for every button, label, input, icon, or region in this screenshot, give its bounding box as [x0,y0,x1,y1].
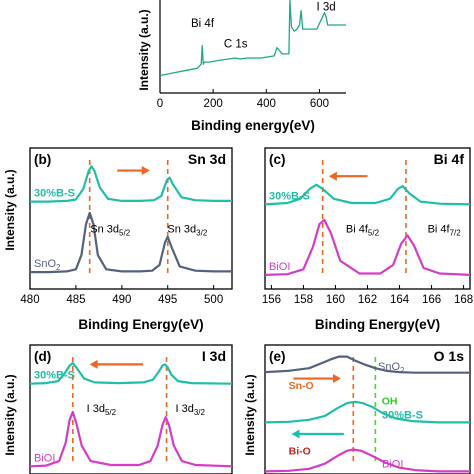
panel-title-c: Bi 4f [434,151,465,167]
x-tick-label-c-5: 166 [422,294,441,306]
x-tick-label-survey-3: 600 [310,98,329,110]
y-axis-label-d: Intensity (a.u.) [3,374,17,455]
x-tick-label-c-4: 164 [390,294,410,306]
series-label-b-1: SnO2 [34,258,61,272]
series-label-d-0: 30%B-S [34,370,75,382]
y-axis-label-survey: Intensity (a.u.) [137,9,151,90]
x-tick-label-c-6: 168 [454,294,473,306]
component-label-e-0: Sn-O [289,380,314,392]
x-tick-label-c-3: 162 [358,294,377,306]
x-axis-label-c: Binding Energy(eV) [315,317,440,332]
x-tick-label-c-2: 160 [326,294,345,306]
arrow-head-e-1 [291,429,300,439]
panel-label-c: (c) [269,152,286,167]
series-line-e-2 [264,448,470,473]
x-tick-label-b-4: 500 [204,294,223,306]
series-line-d-1 [29,411,233,468]
arrow-head-b-0 [141,166,150,176]
series-line-c-0 [264,183,471,206]
series-line-e-0 [264,355,470,374]
panel-title-e: O 1s [434,348,465,364]
series-label-b-0: 30%B-S [34,188,75,200]
peak-annotation-survey-1: C 1s [224,39,248,51]
series-label-c-1: BiOI [269,261,290,273]
component-label-e-1: OH [382,395,398,407]
series-line-survey-0 [159,0,346,77]
series-line-e-1 [264,400,470,424]
arrow-head-e-0 [332,374,341,384]
x-tick-label-b-3: 495 [158,294,177,306]
panel-d-frame [29,344,233,474]
panel-c-frame [264,147,471,290]
peak-annotation-survey-3: I 3d [316,2,335,14]
x-axis-label-b: Binding Energy(eV) [78,317,203,332]
x-tick-label-b-1: 485 [66,294,85,306]
x-tick-label-c-0: 156 [262,294,281,306]
x-tick-label-survey-2: 400 [257,98,276,110]
x-tick-label-survey-0: 0 [157,98,163,110]
y-axis-label-b: Intensity (a.u.) [3,169,17,250]
series-label-c-0: 30%B-S [269,190,310,202]
y-axis-label-e: Intensity (a.u.) [243,374,257,455]
peak-label-d-0: I 3d5/2 [87,403,117,417]
series-line-d-0 [29,362,233,385]
series-line-b-0 [30,165,232,203]
series-line-c-1 [264,218,471,276]
x-tick-label-b-0: 480 [20,294,39,306]
peak-label-b-1: Sn 3d3/2 [167,224,207,238]
panel-b-frame [29,147,233,290]
series-label-e-2: BiOI [382,458,403,470]
panel-label-d: (d) [34,349,51,364]
peak-label-b-0: Sn 3d5/2 [90,224,130,238]
panel-label-b: (b) [34,152,51,167]
series-label-d-1: BiOI [34,452,55,464]
peak-annotation-survey-0: Bi 4f [191,18,215,30]
panel-label-e: (e) [269,349,286,364]
peak-label-c-0: Bi 4f5/2 [346,224,380,238]
panel-title-d: I 3d [202,348,226,364]
series-label-e-1: 30%B-S [382,409,423,421]
panel-title-b: Sn 3d [188,151,226,167]
peak-label-c-1: Bi 4f7/2 [428,224,462,238]
panel-e-frame [264,344,471,474]
series-label-e-0: SnO2 [378,361,405,375]
peak-label-d-1: I 3d3/2 [175,403,205,417]
series-line-b-1 [30,211,232,274]
x-tick-label-c-1: 158 [294,294,313,306]
x-tick-label-survey-1: 200 [204,98,223,110]
arrow-head-c-0 [328,171,337,181]
arrow-head-d-0 [89,359,98,369]
component-label-e-2: Bi-O [289,446,311,458]
x-axis-label-survey: Binding energy(eV) [191,118,315,133]
x-tick-label-b-2: 490 [112,294,131,306]
